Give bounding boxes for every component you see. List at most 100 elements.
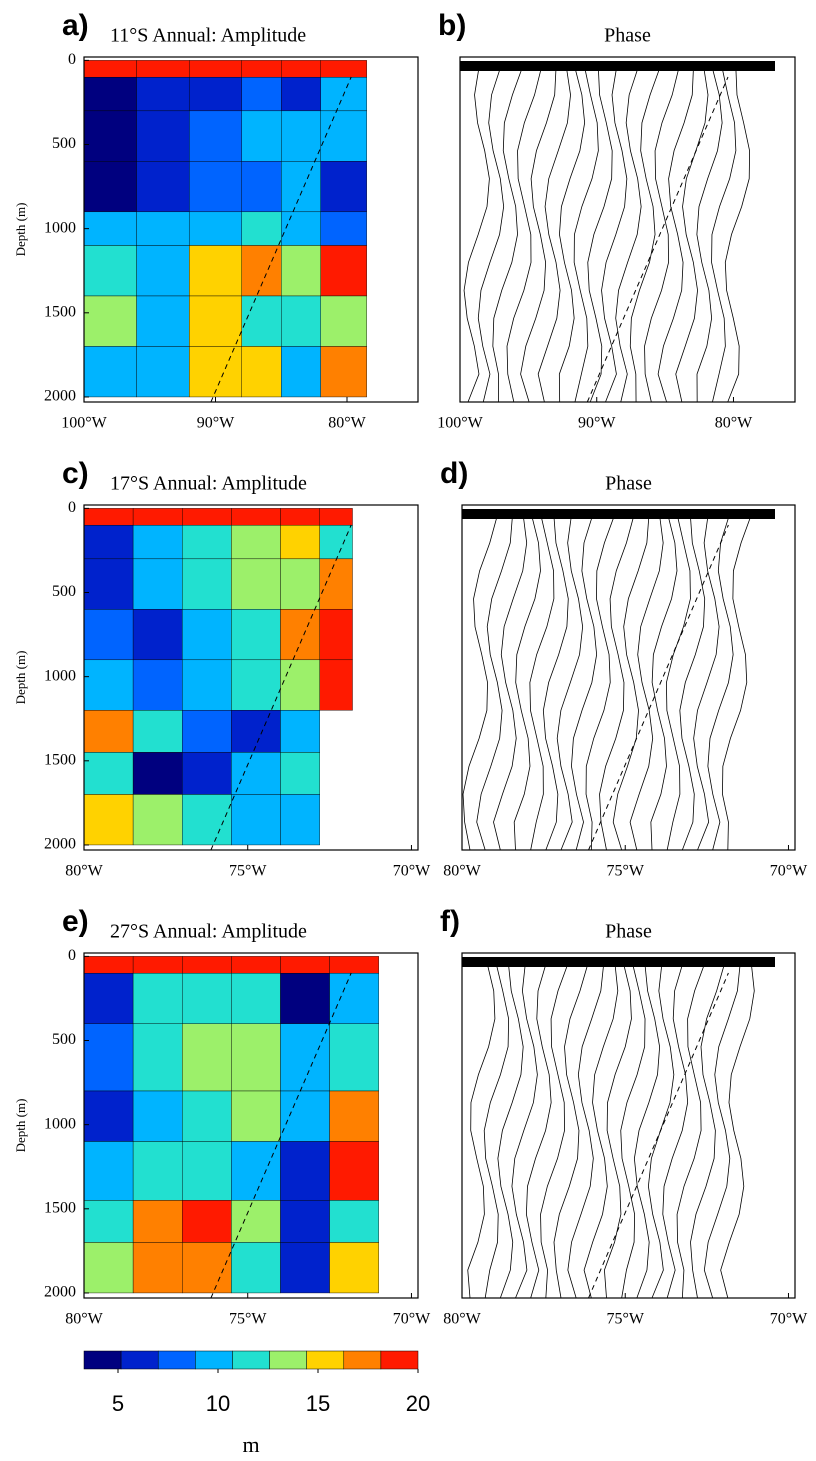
plot-frame — [83, 56, 419, 403]
colorbar-tick-label: 10 — [206, 1391, 230, 1416]
amplitude-cell — [188, 110, 242, 162]
amplitude-cell — [319, 558, 353, 610]
dashed-line — [588, 524, 729, 851]
colorbar-swatch — [195, 1350, 233, 1370]
phase-contour — [679, 514, 706, 851]
x-tick-label: 75°W — [229, 863, 267, 880]
panel-label: e) — [62, 905, 89, 938]
amplitude-cell — [182, 508, 232, 526]
amplitude-cell — [188, 295, 242, 347]
panel-label: d) — [440, 457, 468, 490]
amplitude-cell — [83, 1242, 134, 1294]
amplitude-cell — [83, 508, 134, 526]
colorbar-swatch — [380, 1350, 419, 1370]
colorbar-swatch — [343, 1350, 382, 1370]
x-tick-label: 90°W — [197, 415, 235, 432]
amplitude-cell — [132, 609, 183, 661]
amplitude-cell — [83, 752, 134, 795]
amplitude-cell — [132, 1023, 183, 1092]
phase-contour — [493, 514, 528, 851]
amplitude-cell — [280, 956, 330, 974]
phase-contour — [492, 66, 523, 403]
x-tick-label: 75°W — [606, 1311, 644, 1328]
amplitude-cell — [280, 794, 320, 846]
y-tick-label: 0 — [68, 499, 76, 516]
amplitude-cell — [136, 245, 190, 297]
amplitude-cell — [83, 161, 137, 213]
amplitude-cell — [231, 558, 281, 610]
dashed-line — [210, 524, 352, 851]
amplitude-cell — [281, 211, 321, 246]
x-tick-label: 70°W — [393, 863, 431, 880]
dashed-line — [210, 972, 352, 1299]
amplitude-cell — [231, 972, 281, 1024]
top-band — [460, 61, 775, 71]
amplitude-cell — [241, 60, 282, 78]
amplitude-cell — [182, 558, 232, 610]
amplitude-cell — [132, 508, 183, 526]
amplitude-cell — [231, 1023, 281, 1092]
amplitude-cell — [280, 1200, 330, 1243]
amplitude-cell — [132, 1141, 183, 1201]
colorbar-label: m — [242, 1432, 259, 1457]
amplitude-cell — [231, 1090, 281, 1142]
x-tick-label: 75°W — [606, 863, 644, 880]
amplitude-cell — [281, 110, 321, 162]
colorbar-swatch — [157, 1350, 196, 1370]
amplitude-cell — [83, 794, 134, 846]
amplitude-cell — [83, 1200, 134, 1243]
amplitude-cell — [188, 60, 242, 78]
colorbar-tick-label: 15 — [306, 1391, 330, 1416]
amplitude-cell — [182, 1200, 232, 1243]
phase-contour — [601, 66, 628, 403]
amplitude-cell — [83, 558, 134, 610]
phase-contour — [676, 962, 706, 1299]
colorbar-swatch — [306, 1350, 345, 1370]
phase-contour — [513, 514, 541, 851]
y-tick-label: 1000 — [44, 667, 76, 684]
phase-contour — [657, 66, 694, 403]
phase-contour — [583, 962, 619, 1299]
x-tick-label: 70°W — [393, 1311, 431, 1328]
amplitude-cell — [231, 1242, 281, 1294]
phase-contours — [462, 514, 752, 851]
x-tick-label: 90°W — [578, 415, 616, 432]
phase-contour — [720, 962, 755, 1299]
amplitude-cell — [188, 76, 242, 112]
colorbar-tick-label: 20 — [406, 1391, 430, 1416]
phase-contour — [629, 514, 664, 851]
amplitude-cell — [280, 659, 320, 711]
amplitude-cell — [83, 76, 137, 112]
colorbar-swatch — [83, 1350, 122, 1370]
plot-background — [462, 953, 795, 1298]
phase-contour — [497, 962, 524, 1299]
phase-contour — [707, 514, 734, 851]
amplitude-cell — [280, 1141, 330, 1201]
amplitude-cell — [320, 245, 367, 297]
phase-contour — [690, 962, 726, 1299]
phase-contour — [542, 514, 569, 851]
y-tick-label: 1000 — [44, 219, 76, 236]
amplitude-cell — [320, 295, 367, 347]
panel-title: Phase — [605, 921, 652, 943]
amplitude-cell — [83, 710, 134, 753]
amplitude-cell — [281, 295, 321, 347]
phase-contour — [467, 962, 496, 1299]
dashed-line — [210, 76, 352, 403]
amplitude-cell — [132, 659, 183, 711]
y-axis-label: Depth (m) — [13, 651, 28, 705]
amplitude-cell — [231, 794, 281, 846]
amplitude-cell — [320, 60, 367, 78]
panel-label: c) — [62, 457, 89, 490]
amplitude-cell — [83, 1023, 134, 1092]
phase-contour — [571, 514, 598, 851]
amplitude-cell — [281, 245, 321, 297]
amplitude-cell — [132, 1242, 183, 1294]
phase-contour — [629, 66, 661, 403]
amplitude-cell — [83, 346, 137, 398]
phase-contours — [467, 962, 755, 1299]
amplitude-cell — [280, 710, 320, 753]
amplitude-cell — [83, 60, 137, 78]
phase-contour — [506, 66, 542, 403]
